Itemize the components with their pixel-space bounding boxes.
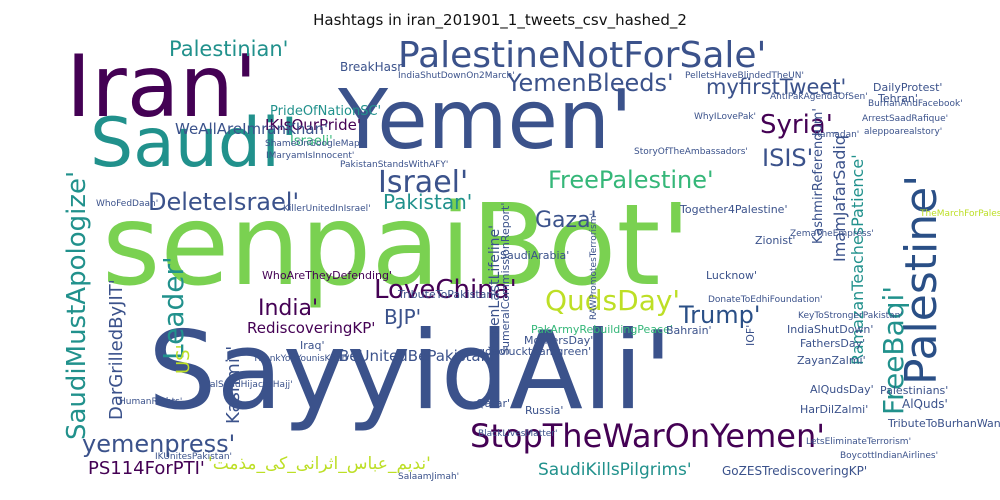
cloud-word: DailyProtest' <box>873 81 943 94</box>
cloud-word: StoryOfTheAmbassadors' <box>634 147 748 157</box>
cloud-word: AntiPakAgendaOfSen' <box>770 92 868 102</box>
cloud-word: Ramadan' <box>814 130 860 140</box>
cloud-word: Gaza' <box>535 208 597 233</box>
cloud-word: SumeralCommissionReport' <box>499 202 512 355</box>
cloud-word: aleppoarealstory' <box>864 127 943 137</box>
cloud-word: BoycottIndianAirlines' <box>840 451 939 461</box>
cloud-word: IndiaShutDown' <box>787 323 874 336</box>
cloud-word: KeyToStrongerPakistan' <box>798 311 903 321</box>
cloud-word: PakArmyRebuildingPeace' <box>531 323 673 336</box>
cloud-word: ISIS' <box>762 144 814 172</box>
cloud-word: IKUnitesPakistan' <box>155 452 233 462</box>
cloud-word: SaudiMustApologize' <box>62 170 92 440</box>
cloud-word: ArrestSaadRafique' <box>862 114 949 124</box>
cloud-word: yemenpress' <box>82 430 236 458</box>
cloud-word: Iran' <box>66 37 258 137</box>
cloud-word: KillerUnitedInIsrael' <box>283 204 371 214</box>
cloud-word: Syria' <box>760 110 833 140</box>
cloud-word: 'ندیم_عباس_اثرانی_کی_مذمت' <box>208 454 431 474</box>
cloud-word: Palestinians' <box>880 384 949 397</box>
cloud-word: PelletsHaveBlindedTheUN' <box>685 71 804 81</box>
cloud-title: Hashtags in iran_201901_1_tweets_csv_has… <box>313 11 687 29</box>
cloud-word: TributeToBurhanWani' <box>888 417 1000 430</box>
cloud-word: DonateToEdhiFoundation' <box>708 295 823 305</box>
cloud-word: Russia' <box>525 404 564 417</box>
cloud-word: HumanRights' <box>119 397 183 407</box>
cloud-word: Palestinian' <box>169 37 289 61</box>
cloud-word: RediscoveringKP' <box>247 319 376 337</box>
cloud-word: PS114ForPTI' <box>88 458 205 479</box>
cloud-word: Bahrain' <box>666 324 712 337</box>
cloud-word: WhyILovePak' <box>694 112 757 122</box>
cloud-word: LoveChina' <box>374 275 517 305</box>
cloud-word: MothersDay' <box>524 334 594 347</box>
cloud-word: DeleteIsrael' <box>148 188 300 216</box>
cloud-word: ShameOnGoogleMaps' <box>265 139 367 149</box>
cloud-word: GoZESTrediscoveringKP' <box>722 464 868 478</box>
cloud-word: SayyidAli' <box>148 309 673 434</box>
cloud-word: US' <box>173 344 194 374</box>
cloud-word: LetsEliminateTerrorism' <box>806 437 912 447</box>
cloud-word: KashmirReferendum' <box>811 108 826 244</box>
cloud-word: IOF' <box>744 324 757 346</box>
cloud-word: IKIsOurPride' <box>265 116 361 134</box>
cloud-word: Pakistan' <box>383 190 473 214</box>
cloud-word: BJP' <box>384 305 422 329</box>
cloud-word: Israeli' <box>290 134 333 149</box>
cloud-word: IMaryamIsInnocent' <box>266 151 355 161</box>
cloud-word: TheMarchForPalestine' <box>920 209 1000 219</box>
cloud-word: QudsDay' <box>545 284 681 317</box>
cloud-word: WhoAreTheyDefending' <box>262 269 392 282</box>
cloud-word: YemenBleeds' <box>507 69 674 97</box>
cloud-word: FathersDay' <box>800 337 866 350</box>
cloud-word: Zionist' <box>755 234 796 247</box>
cloud-word: PakistanStandsWithAFY' <box>340 160 449 170</box>
cloud-word: TributeToPakistan' <box>398 288 497 301</box>
cloud-word: BreakHasr' <box>340 60 406 74</box>
cloud-word: Trump' <box>679 301 761 329</box>
cloud-word: Israel' <box>378 165 469 200</box>
cloud-word: Tehran' <box>878 92 918 105</box>
cloud-word: myfirstTweet' <box>706 75 847 99</box>
cloud-word: StopTheWarOnYemen' <box>470 417 826 455</box>
cloud-word: SaudiKillsPilgrims' <box>538 460 692 480</box>
cloud-word: Saudi' <box>90 104 299 183</box>
cloud-word: Iraq' <box>300 339 325 352</box>
cloud-word: PrideOfNationSC' <box>270 104 382 119</box>
cloud-word: BeUnitedBePakistani' <box>339 347 499 365</box>
cloud-word: SaudiArabia' <box>500 249 570 262</box>
cloud-word: senpaiBot' <box>102 181 692 311</box>
cloud-word: ZemaTheEmpress' <box>790 229 874 239</box>
cloud-word: ZayanZalmi' <box>797 354 866 367</box>
cloud-word: BurhanAndFacebook' <box>868 99 963 109</box>
cloud-word: HarDilZalmi' <box>800 403 869 416</box>
cloud-word: ThankYouYounisKhan' <box>253 354 350 364</box>
cloud-word: Yemen' <box>338 73 633 168</box>
cloud-word: goodluckteamgreen' <box>478 345 592 358</box>
cloud-word: IndiaShutDownOn2March' <box>398 71 515 81</box>
cloud-word: WeAllAreImranKhan' <box>175 120 329 138</box>
cloud-word: Lucknow' <box>706 269 758 282</box>
cloud-word: RAWPromotesTerrorism' <box>589 213 599 320</box>
cloud-word: Together4Palestine' <box>680 203 788 216</box>
cloud-word: Qatar' <box>476 397 510 410</box>
cloud-word: BlackLivesMatter' <box>478 429 558 439</box>
cloud-word: AlQuds' <box>902 397 948 411</box>
cloud-word: WhoFedDaan' <box>96 199 159 209</box>
cloud-word: ImamJafarSadiq' <box>830 130 849 262</box>
cloud-word: FreePalestine' <box>548 166 714 194</box>
cloud-word: AlQudsDay' <box>810 383 874 396</box>
cloud-word: India' <box>258 296 319 321</box>
cloud-word: alSaudHijacksHajj' <box>210 380 293 390</box>
cloud-word: PalestineNotForSale' <box>398 35 767 76</box>
cloud-word: SalaamJimah' <box>398 472 460 482</box>
